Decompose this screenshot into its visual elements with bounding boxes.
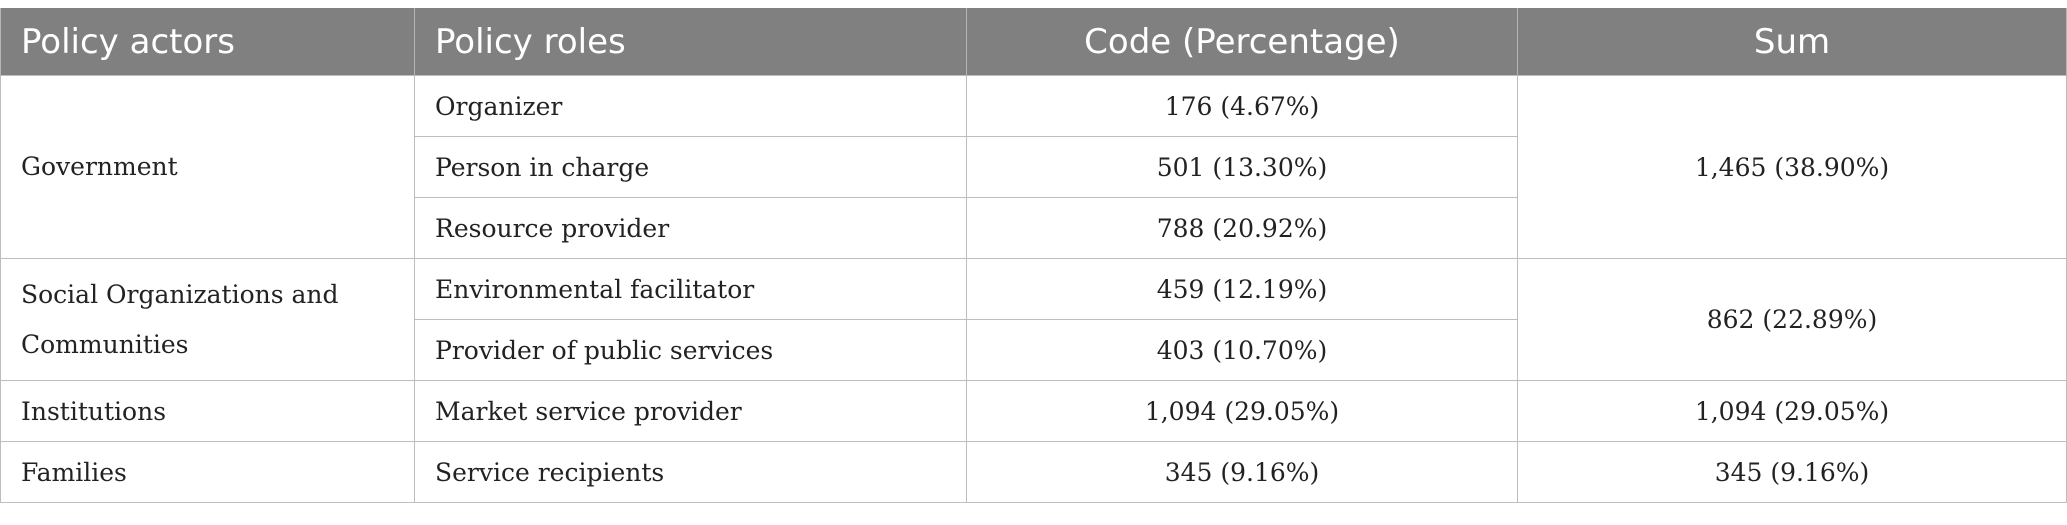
- code-cell: 1,094 (29.05%): [966, 380, 1518, 442]
- table-row: Government Organizer 176 (4.67%) 1,465 (…: [0, 75, 2067, 259]
- code-cell: 501 (13.30%): [966, 136, 1518, 198]
- code-cell: 403 (10.70%): [966, 319, 1518, 381]
- code-cell: 788 (20.92%): [966, 197, 1518, 259]
- code-cell: 345 (9.16%): [966, 441, 1518, 503]
- header-sum: Sum: [1517, 8, 2067, 76]
- actor-cell-social-organizations: Social Organizations and Communities: [0, 258, 415, 381]
- role-cell: Provider of public services: [414, 319, 967, 381]
- code-cell: 459 (12.19%): [966, 258, 1518, 320]
- actor-cell-government: Government: [0, 75, 415, 259]
- sum-cell-institutions: 1,094 (29.05%): [1517, 380, 2067, 442]
- table-header-row: Policy actors Policy roles Code (Percent…: [0, 8, 2067, 76]
- table-row: Institutions Market service provider 1,0…: [0, 380, 2067, 442]
- header-code-percentage: Code (Percentage): [966, 8, 1518, 76]
- policy-table-container: Policy actors Policy roles Code (Percent…: [0, 8, 2067, 503]
- sum-cell-families: 345 (9.16%): [1517, 441, 2067, 503]
- sum-cell-government: 1,465 (38.90%): [1517, 75, 2067, 259]
- role-cell: Person in charge: [414, 136, 967, 198]
- table-row: Person in charge 501 (13.30%): [1, 136, 2067, 198]
- header-policy-actors: Policy actors: [0, 8, 415, 76]
- table-row: Families Service recipients 345 (9.16%) …: [0, 441, 2067, 503]
- role-cell: Organizer: [414, 75, 967, 137]
- role-cell: Environmental facilitator: [414, 258, 967, 320]
- policy-actors-table: Policy actors Policy roles Code (Percent…: [0, 8, 2067, 503]
- sum-cell-social-organizations: 862 (22.89%): [1517, 258, 2067, 381]
- code-cell: 176 (4.67%): [966, 75, 1518, 137]
- actor-cell-institutions: Institutions: [0, 380, 415, 442]
- role-cell: Resource provider: [414, 197, 967, 259]
- role-cell: Market service provider: [414, 380, 967, 442]
- actor-cell-families: Families: [0, 441, 415, 503]
- header-policy-roles: Policy roles: [414, 8, 967, 76]
- role-cell: Service recipients: [414, 441, 967, 503]
- table-row: Social Organizations and Communities Env…: [0, 258, 2067, 381]
